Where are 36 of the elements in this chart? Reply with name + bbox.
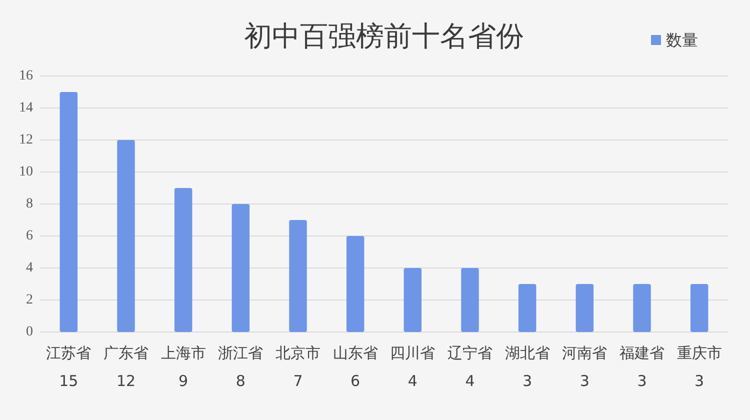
category: 重庆市 [676, 344, 722, 362]
category: 浙江省 [218, 344, 264, 362]
category: 广东省 [104, 344, 148, 362]
data-label: 9 [178, 372, 188, 390]
ytick: 16 [19, 68, 33, 84]
ytick: 14 [19, 100, 33, 116]
category: 上海市 [160, 344, 206, 362]
data-label: 7 [293, 372, 303, 390]
data-label: 15 [59, 372, 78, 390]
ytick: 10 [19, 164, 33, 180]
data-label: 3 [580, 372, 590, 390]
data-label: 12 [116, 372, 136, 390]
category: 四川省 [390, 344, 436, 362]
data-label: 3 [637, 372, 647, 390]
category: 湖北省 [504, 344, 550, 362]
ytick: 12 [19, 132, 33, 148]
data-label: 3 [694, 372, 704, 390]
data-label: 3 [522, 372, 532, 390]
ytick: 4 [26, 260, 33, 276]
category: 北京市 [276, 344, 320, 362]
data-label: 4 [465, 372, 475, 390]
category: 河南省 [562, 344, 608, 362]
category: 福建省 [620, 344, 664, 362]
data-label: 4 [408, 372, 418, 390]
category: 山东省 [332, 344, 378, 362]
ytick: 6 [26, 228, 33, 244]
category: 江苏省 [46, 344, 92, 362]
legend: 数量 [651, 30, 698, 50]
title: 初中百强榜前十名省份 [244, 22, 524, 52]
data-label: 6 [350, 372, 360, 390]
data-label: 8 [236, 372, 246, 390]
ytick: 0 [26, 324, 33, 340]
category: 辽宁省 [448, 344, 492, 362]
legend-label: 数量 [666, 30, 698, 50]
ytick: 8 [26, 196, 33, 212]
ytick: 2 [26, 292, 33, 308]
